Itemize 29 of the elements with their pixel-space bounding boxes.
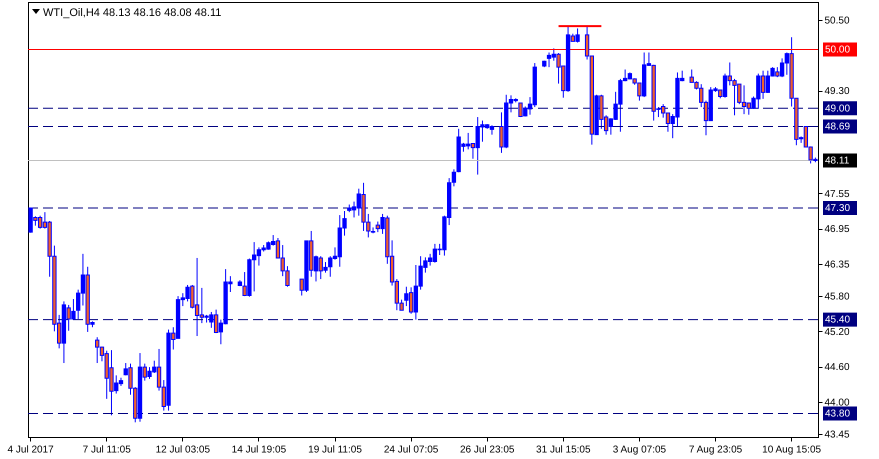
y-tick-label: 49.30 xyxy=(824,86,850,98)
ref-line-label: 43.80 xyxy=(825,408,850,420)
y-tick-label: 45.20 xyxy=(824,326,850,338)
x-tick-label: 19 Jul 11:05 xyxy=(308,444,362,456)
y-tick-label: 43.45 xyxy=(824,430,850,441)
ref-line-label: 45.40 xyxy=(825,314,850,326)
x-tick-label: 24 Jul 07:05 xyxy=(384,444,439,456)
x-tick-label: 14 Jul 19:05 xyxy=(232,444,287,456)
x-tick-label: 3 Aug 07:05 xyxy=(612,444,667,456)
x-tick-label: 31 Jul 15:05 xyxy=(536,444,591,456)
ref-line-label: 49.00 xyxy=(825,103,850,114)
ref-line-label: 47.30 xyxy=(825,203,850,214)
x-tick-label: 12 Jul 03:05 xyxy=(156,444,210,456)
y-tick-label: 46.95 xyxy=(824,224,850,236)
ref-line-label: 48.11 xyxy=(825,156,850,166)
x-tick-label: 10 Aug 15:05 xyxy=(762,444,822,456)
y-tick-label: 47.55 xyxy=(824,188,850,200)
ref-line-label: 48.69 xyxy=(825,121,850,132)
y-tick-label: 46.35 xyxy=(824,259,850,270)
x-tick-label: 26 Jul 23:05 xyxy=(460,444,515,456)
y-tick-label: 44.00 xyxy=(824,397,850,408)
y-tick-label: 44.60 xyxy=(824,362,850,374)
x-tick-label: 7 Aug 23:05 xyxy=(688,444,743,456)
chart-title: WTI_Oil,H4 48.13 48.16 48.08 48.11 xyxy=(43,7,222,19)
x-tick-label: 4 Jul 2017 xyxy=(8,444,54,456)
ref-line-label: 50.00 xyxy=(825,44,850,56)
x-tick-label: 7 Jul 11:05 xyxy=(82,444,132,456)
y-tick-label: 45.80 xyxy=(824,292,850,303)
y-tick-label: 50.50 xyxy=(824,16,850,27)
